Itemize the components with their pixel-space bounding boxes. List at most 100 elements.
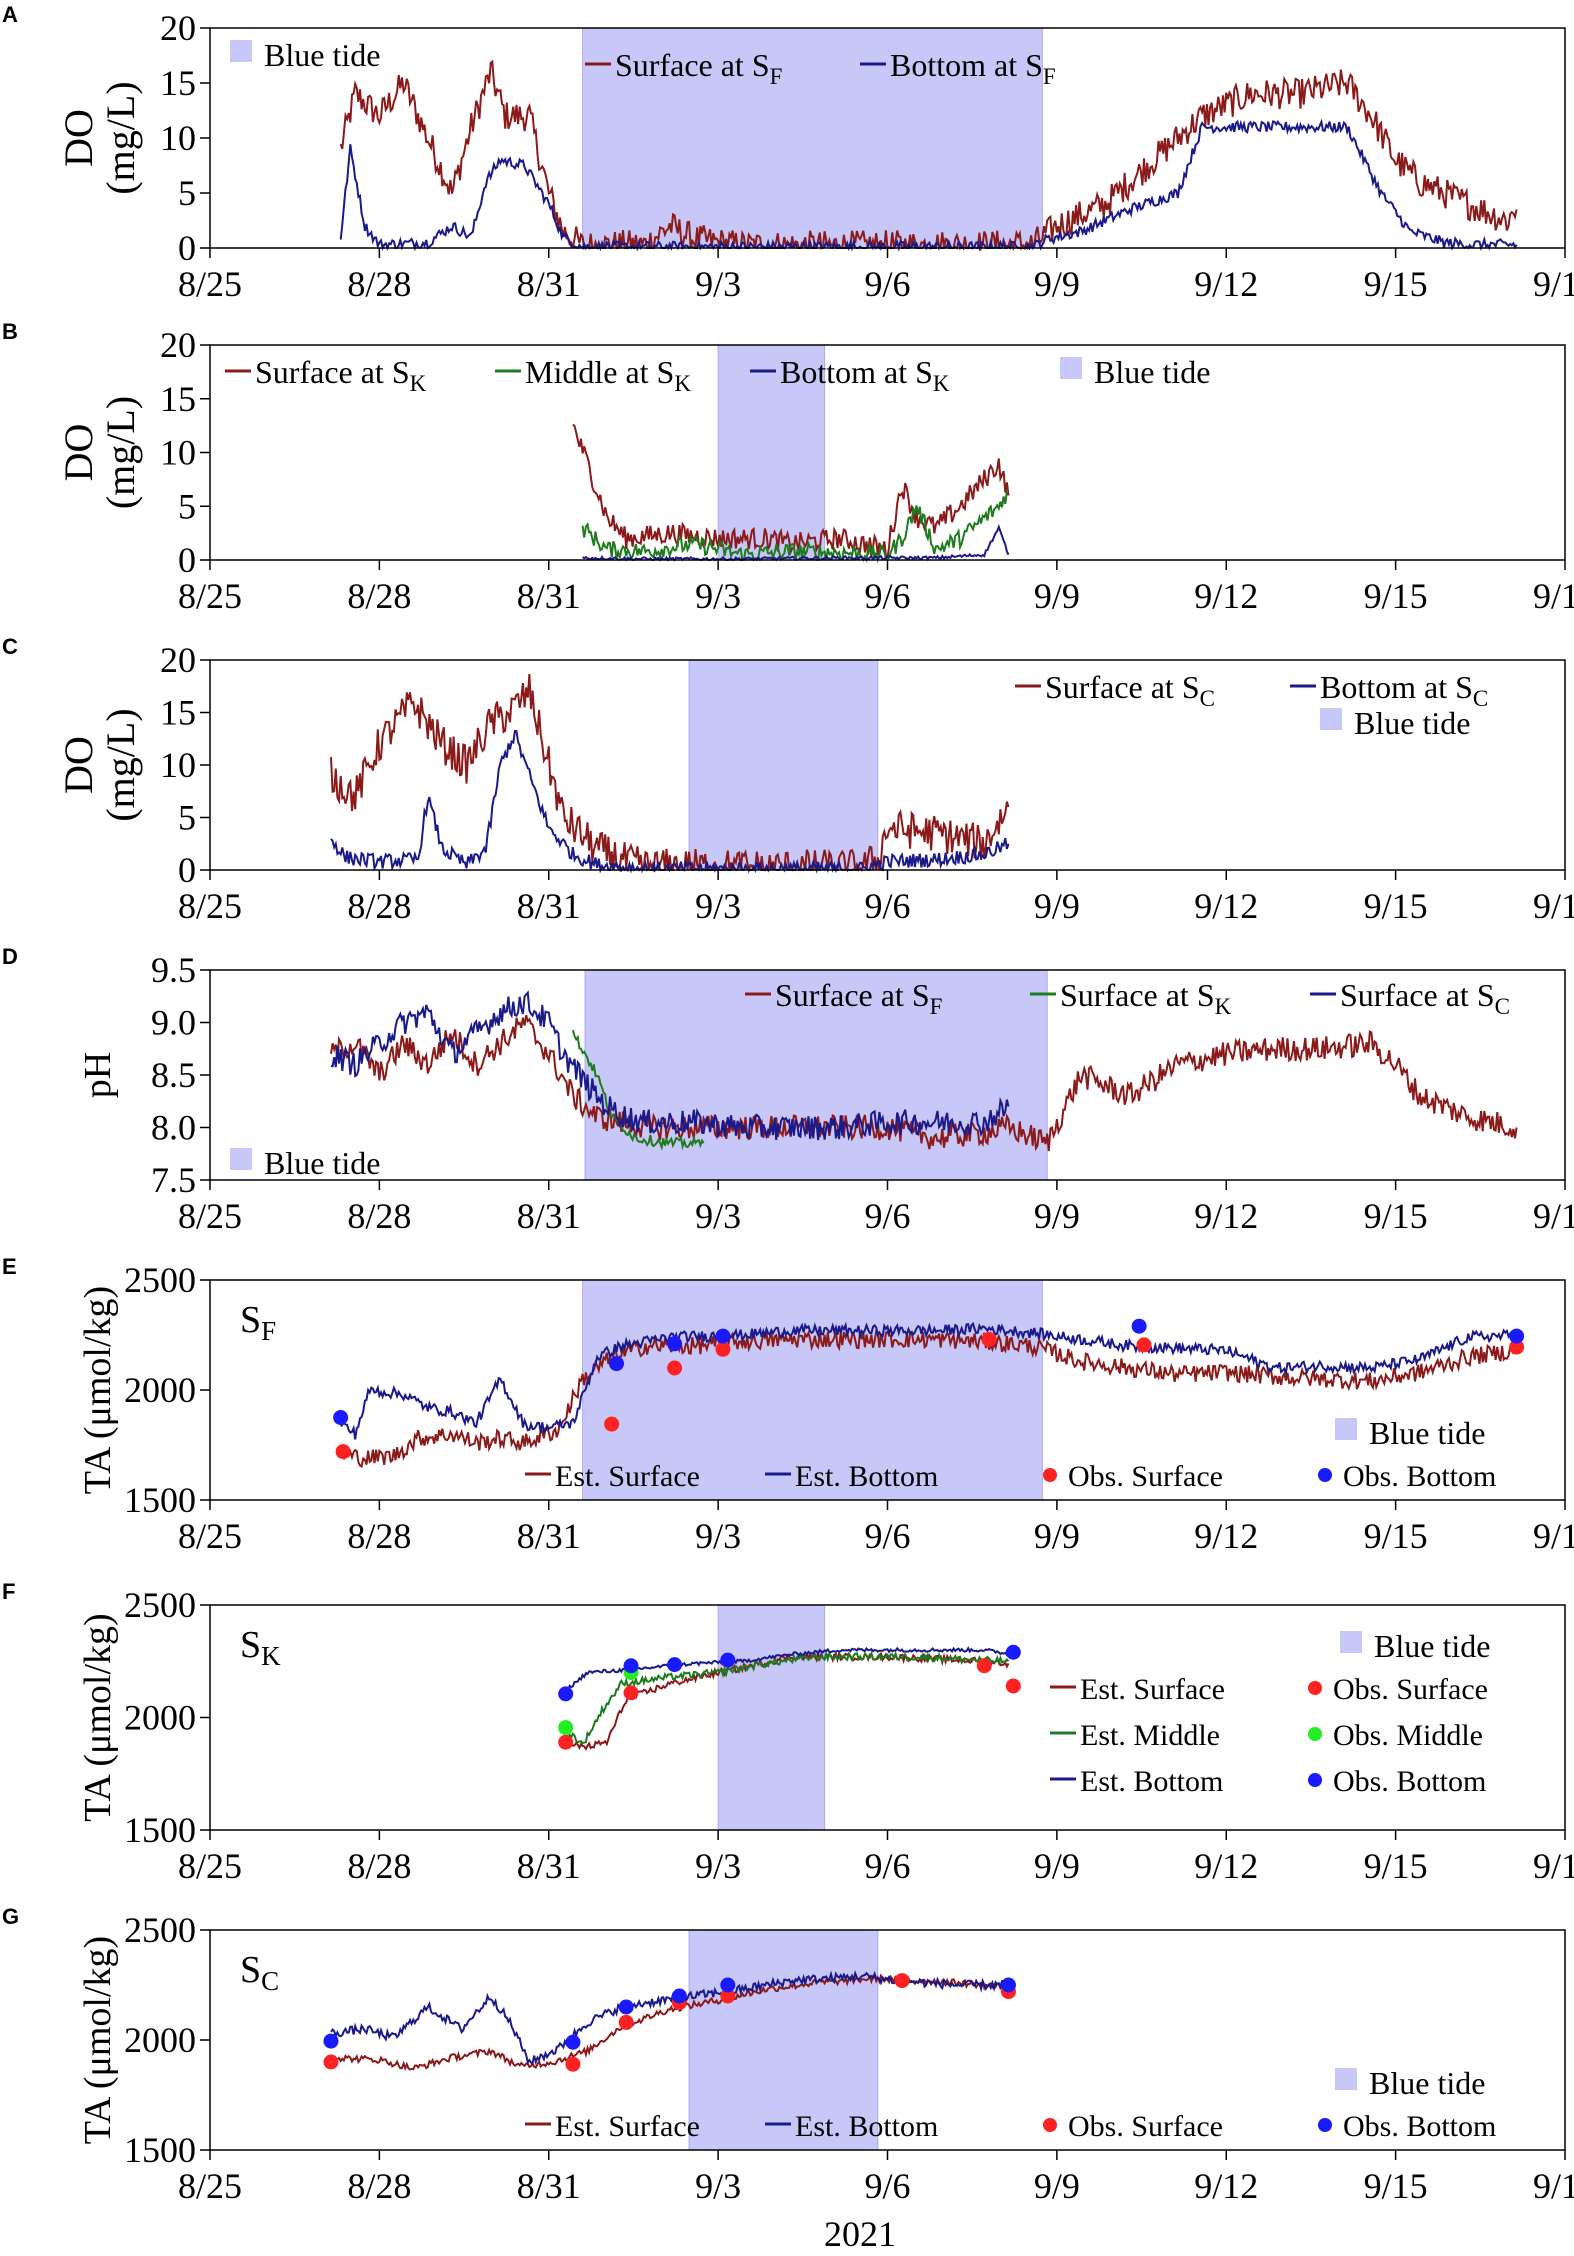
obs-point-obs_bottom xyxy=(323,2033,339,2049)
obs-point-obs_bottom xyxy=(715,1328,731,1344)
legend-est-bottom-label: Est. Bottom xyxy=(795,1460,938,1493)
obs-point-obs_bottom xyxy=(618,1999,634,2015)
obs-point-obs_bottom xyxy=(720,1652,736,1668)
legend-obs-surface-swatch xyxy=(1043,1468,1057,1482)
y-axis-label: DO xyxy=(56,424,101,482)
y-tick-label: 2000 xyxy=(124,1698,196,1738)
legend-surface-label: Surface at SC xyxy=(1045,669,1215,711)
legend-bottom-label: Bottom at SK xyxy=(780,354,950,396)
legend-blue-tide-swatch xyxy=(1335,2068,1357,2090)
blue-tide-band xyxy=(688,1929,879,2151)
obs-point-obs_bottom xyxy=(1005,1644,1021,1660)
x-tick-label: 9/6 xyxy=(864,886,910,926)
obs-point-obs_surface xyxy=(715,1341,731,1357)
y-tick-label: 2000 xyxy=(124,2020,196,2060)
legend-blue-tide-swatch xyxy=(1060,357,1082,379)
y-tick-label: 20 xyxy=(160,8,196,48)
x-tick-label: 9/18 xyxy=(1533,576,1574,616)
x-tick-label: 8/28 xyxy=(347,264,411,304)
blue-tide-band xyxy=(688,659,879,871)
obs-point-obs_surface xyxy=(323,2054,339,2070)
y-axis-label-unit: (mg/L) xyxy=(98,708,143,821)
obs-point-obs_surface xyxy=(604,1416,620,1432)
legend-surface-label: Surface at SK xyxy=(255,354,427,396)
series-line-middle xyxy=(571,1029,705,1151)
x-tick-label: 9/3 xyxy=(695,886,741,926)
x-tick-label: 8/25 xyxy=(178,576,242,616)
obs-point-obs_bottom xyxy=(558,1686,574,1702)
legend-bottom-label: Bottom at SF xyxy=(890,47,1056,89)
y-tick-label: 15 xyxy=(160,379,196,419)
x-tick-label: 9/18 xyxy=(1533,1516,1574,1556)
x-tick-label: 9/12 xyxy=(1194,886,1258,926)
panel-c: 0 5 10 15 20 8/25 8/28 8/31 9/3 9/6 9/9 9/12 9/15 9/1… xyxy=(2,634,1574,926)
obs-point-obs_bottom xyxy=(667,1657,683,1673)
y-tick-label: 9.0 xyxy=(151,1003,196,1043)
y-axis-label: pH xyxy=(77,1052,119,1098)
obs-point-obs_surface xyxy=(335,1444,351,1460)
panel-f: 1500 2000 2500 8/25 8/28 8/31 9/3 9/6 9/9 9/12 9/1… xyxy=(2,1579,1574,1886)
x-tick-label: 9/9 xyxy=(1034,886,1080,926)
legend-est-bottom-label: Est. Bottom xyxy=(795,2110,938,2143)
x-tick-label: 8/25 xyxy=(178,1196,242,1236)
panel-e: 1500 2000 2500 8/25 8/28 8/31 9/3 9/6 9/9 9/12 9/1… xyxy=(2,1254,1574,1556)
legend-surface-sc-label: Surface at SC xyxy=(1340,977,1510,1019)
x-tick-label: 9/12 xyxy=(1194,2166,1258,2206)
x-tick-label: 8/31 xyxy=(517,886,581,926)
legend-blue-tide-label: Blue tide xyxy=(264,1145,380,1181)
obs-point-obs_middle xyxy=(558,1720,574,1736)
legend-obs-bottom-label: Obs. Bottom xyxy=(1343,1460,1496,1493)
x-tick-label: 9/15 xyxy=(1364,1846,1428,1886)
legend-est-bottom-label: Est. Bottom xyxy=(1080,1765,1223,1798)
panel-letter: G xyxy=(2,1904,19,1929)
legend: Surface at SF Surface at SK Surface at SC B… xyxy=(230,977,1510,1181)
legend-middle-label: Middle at SK xyxy=(525,354,691,396)
legend-est-surface-label: Est. Surface xyxy=(555,2110,700,2143)
legend-obs-surface-swatch xyxy=(1308,1681,1322,1695)
station-label: SC xyxy=(240,1949,279,1996)
x-tick-label: 9/6 xyxy=(864,1846,910,1886)
obs-point-obs_surface xyxy=(976,1658,992,1674)
panel-letter: E xyxy=(2,1254,17,1279)
y-tick-label: 2500 xyxy=(124,1260,196,1300)
obs-point-obs_bottom xyxy=(720,1977,736,1993)
obs-point-obs_bottom xyxy=(1131,1318,1147,1334)
y-tick-label: 7.5 xyxy=(151,1160,196,1200)
panel-letter: D xyxy=(2,944,18,969)
legend-surface-label: Surface at SF xyxy=(615,47,782,89)
legend-obs-bottom-swatch xyxy=(1308,1773,1322,1787)
panel-letter: C xyxy=(2,634,18,659)
series-line-bottom xyxy=(330,729,1010,874)
legend-blue-tide-swatch xyxy=(1320,708,1342,730)
panel-letter: F xyxy=(2,1579,15,1604)
panel-b: 0 5 10 15 20 8/25 8/28 8/31 9/3 9/6 9/9 9/12 9/15 9/1… xyxy=(2,319,1574,616)
y-axis-label: DO xyxy=(56,109,101,167)
legend-bottom-label: Bottom at SC xyxy=(1320,669,1488,711)
x-tick-label: 9/15 xyxy=(1364,1516,1428,1556)
x-tick-label: 9/12 xyxy=(1194,264,1258,304)
legend-blue-tide-swatch xyxy=(230,1148,252,1170)
legend-surface-sf-label: Surface at SF xyxy=(775,977,942,1019)
x-axis-title: 2021 xyxy=(824,2214,896,2254)
y-tick-label: 0 xyxy=(178,228,196,268)
x-tick-label: 8/28 xyxy=(347,1846,411,1886)
legend-obs-bottom-swatch xyxy=(1318,1468,1332,1482)
y-tick-label: 2500 xyxy=(124,1910,196,1950)
series-line-bottom xyxy=(339,1321,1518,1440)
y-tick-label: 0 xyxy=(178,850,196,890)
y-tick-label: 2000 xyxy=(124,1370,196,1410)
blue-tide-band xyxy=(582,1279,1043,1501)
x-tick-label: 9/12 xyxy=(1194,1846,1258,1886)
x-tick-label: 8/28 xyxy=(347,576,411,616)
x-tick-label: 8/25 xyxy=(178,1846,242,1886)
x-tick-label: 9/3 xyxy=(695,1516,741,1556)
panel-a: 0 5 10 15 20 8/25 8/28 8/31 9/3 9/6 9/9 9/12 9/15 9/1… xyxy=(2,2,1574,304)
legend-blue-tide-swatch xyxy=(1340,1631,1362,1653)
obs-point-obs_bottom xyxy=(671,1988,687,2004)
obs-point-obs_surface xyxy=(1136,1337,1152,1353)
legend-blue-tide-label: Blue tide xyxy=(1354,705,1470,741)
y-tick-label: 20 xyxy=(160,640,196,680)
x-tick-label: 8/25 xyxy=(178,1516,242,1556)
legend-obs-middle-label: Obs. Middle xyxy=(1333,1719,1483,1752)
